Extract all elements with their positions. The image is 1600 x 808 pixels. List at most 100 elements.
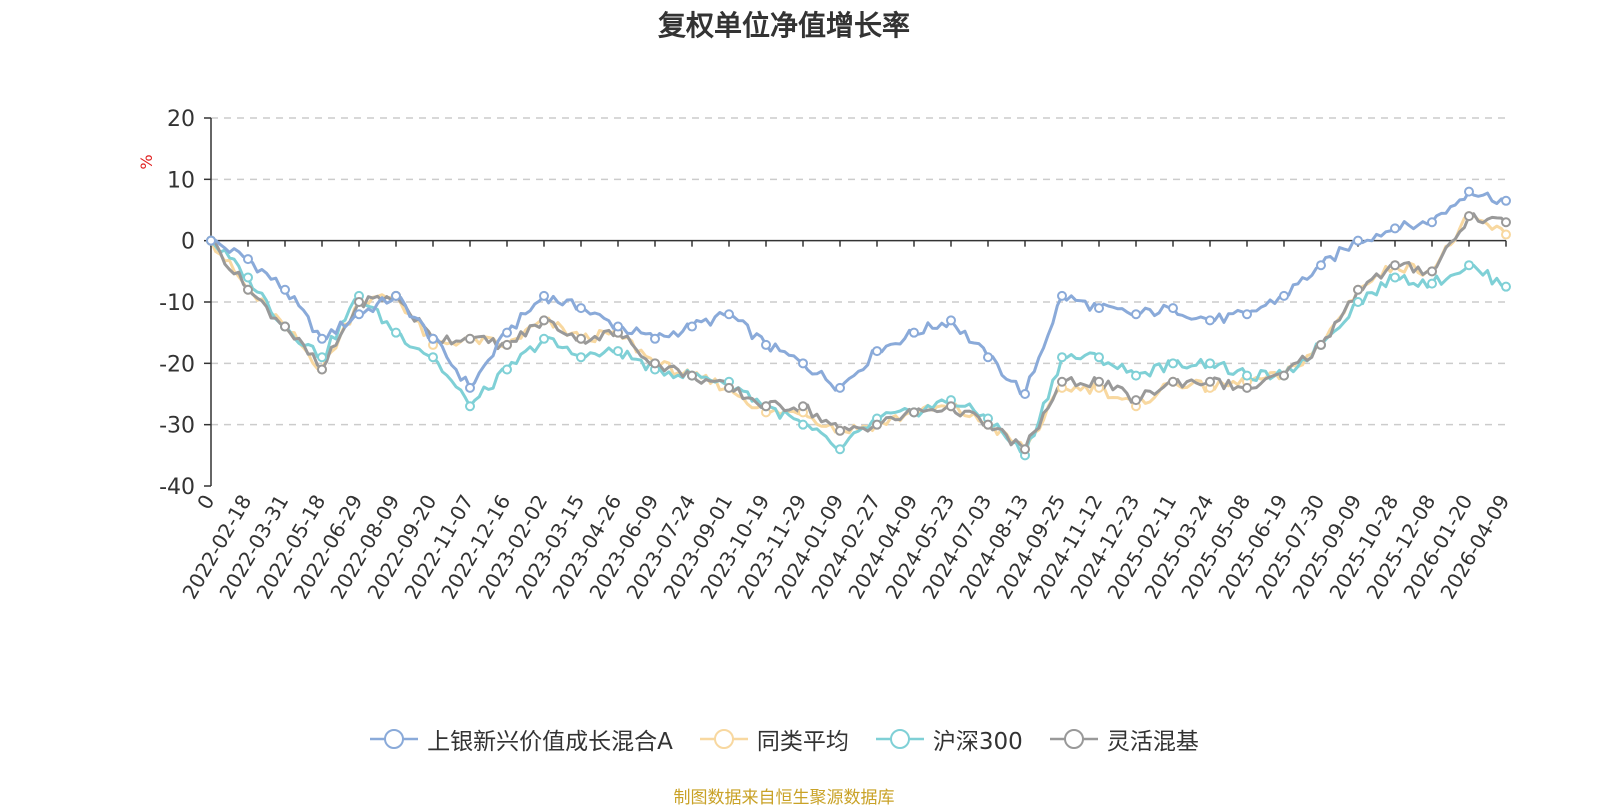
data-point: [354, 297, 364, 307]
data-point: [576, 352, 586, 363]
data-point: [317, 364, 327, 375]
y-tick-label: -30: [159, 414, 195, 439]
data-point: [1464, 211, 1474, 222]
data-point: [946, 401, 956, 412]
data-point: [1057, 290, 1067, 301]
data-point: [1316, 260, 1326, 271]
data-point: [872, 419, 882, 430]
data-point: [539, 290, 549, 301]
data-point: [1131, 309, 1141, 320]
data-point: [1205, 315, 1215, 326]
data-point: [243, 254, 253, 265]
y-tick-label: -40: [159, 475, 195, 500]
data-point: [1168, 358, 1178, 369]
data-point: [1501, 281, 1511, 292]
series-layer: [209, 190, 1508, 457]
data-point: [465, 333, 475, 344]
data-point: [391, 327, 401, 338]
y-tick-label: -10: [159, 291, 195, 316]
data-point: [1057, 352, 1067, 363]
data-point: [206, 235, 216, 246]
legend-label: 上银新兴价值成长混合A: [427, 729, 673, 755]
legend-marker-icon: [1049, 729, 1098, 749]
grid-layer: [211, 117, 1506, 426]
data-point: [1427, 217, 1437, 228]
data-point: [835, 425, 845, 436]
y-tick-label: 20: [167, 107, 195, 132]
legend-label: 沪深300: [932, 729, 1023, 755]
legend-label: 灵活混基: [1106, 729, 1199, 755]
data-point: [502, 364, 512, 375]
series-line: [210, 212, 1508, 451]
data-point: [1131, 370, 1141, 381]
marker-layer: [206, 186, 1511, 461]
data-source-note: 制图数据来自恒生聚源数据库: [673, 788, 895, 808]
data-point: [1316, 339, 1326, 350]
legend-item[interactable]: 灵活混基: [1049, 722, 1199, 756]
data-point: [539, 315, 549, 326]
data-point: [1353, 284, 1363, 295]
data-point: [1242, 370, 1252, 381]
data-point: [1464, 186, 1474, 197]
legend-marker-icon: [699, 729, 748, 749]
data-point: [1501, 229, 1511, 240]
data-point: [465, 401, 475, 412]
data-point: [1094, 352, 1104, 363]
data-point: [983, 352, 993, 363]
data-point: [1168, 303, 1178, 314]
y-tick-label: 0: [181, 230, 195, 255]
data-point: [1242, 382, 1252, 393]
data-point: [576, 333, 586, 344]
data-point: [761, 339, 771, 350]
data-point: [576, 303, 586, 314]
y-axis-unit-label: %: [137, 154, 156, 169]
data-point: [1353, 297, 1363, 307]
data-point: [1094, 376, 1104, 387]
data-point: [1205, 376, 1215, 387]
data-point: [317, 352, 327, 363]
data-point: [1501, 195, 1511, 206]
chart-title: 复权单位净值增长率: [657, 9, 910, 42]
data-point: [354, 309, 364, 320]
legend-marker-icon: [875, 729, 924, 749]
legend-item[interactable]: 上银新兴价值成长混合A: [369, 722, 673, 756]
data-point: [650, 358, 660, 369]
data-point: [1390, 260, 1400, 271]
data-point: [798, 419, 808, 430]
data-point: [1020, 444, 1030, 455]
data-point: [1501, 217, 1511, 228]
legend-item[interactable]: 沪深300: [875, 722, 1023, 756]
data-point: [502, 339, 512, 350]
data-point: [724, 309, 734, 320]
data-point: [243, 284, 253, 295]
data-point: [687, 321, 697, 332]
data-point: [687, 370, 697, 381]
data-point: [1279, 370, 1289, 381]
series-line: [209, 213, 1508, 451]
data-point: [1390, 272, 1400, 283]
data-point: [613, 321, 623, 332]
data-point: [1020, 389, 1030, 399]
data-point: [1094, 303, 1104, 314]
data-point: [1464, 260, 1474, 271]
data-point: [465, 382, 475, 393]
data-point: [428, 333, 438, 344]
data-point: [1279, 290, 1289, 301]
data-point: [280, 284, 290, 295]
data-point: [946, 315, 956, 326]
data-point: [909, 407, 919, 418]
legend-item[interactable]: 同类平均: [699, 722, 849, 756]
data-point: [1131, 395, 1141, 406]
data-point: [909, 327, 919, 338]
y-tick-label: -20: [159, 352, 195, 377]
data-point: [983, 419, 993, 430]
data-point: [539, 333, 549, 344]
y-tick-label: 10: [167, 168, 195, 193]
data-point: [1390, 223, 1400, 234]
data-point: [1353, 235, 1363, 246]
series-line: [210, 190, 1507, 396]
data-point: [1205, 358, 1215, 369]
data-point: [1057, 376, 1067, 387]
legend: 上银新兴价值成长混合A 同类平均 沪深300 灵活混基: [0, 722, 1568, 756]
